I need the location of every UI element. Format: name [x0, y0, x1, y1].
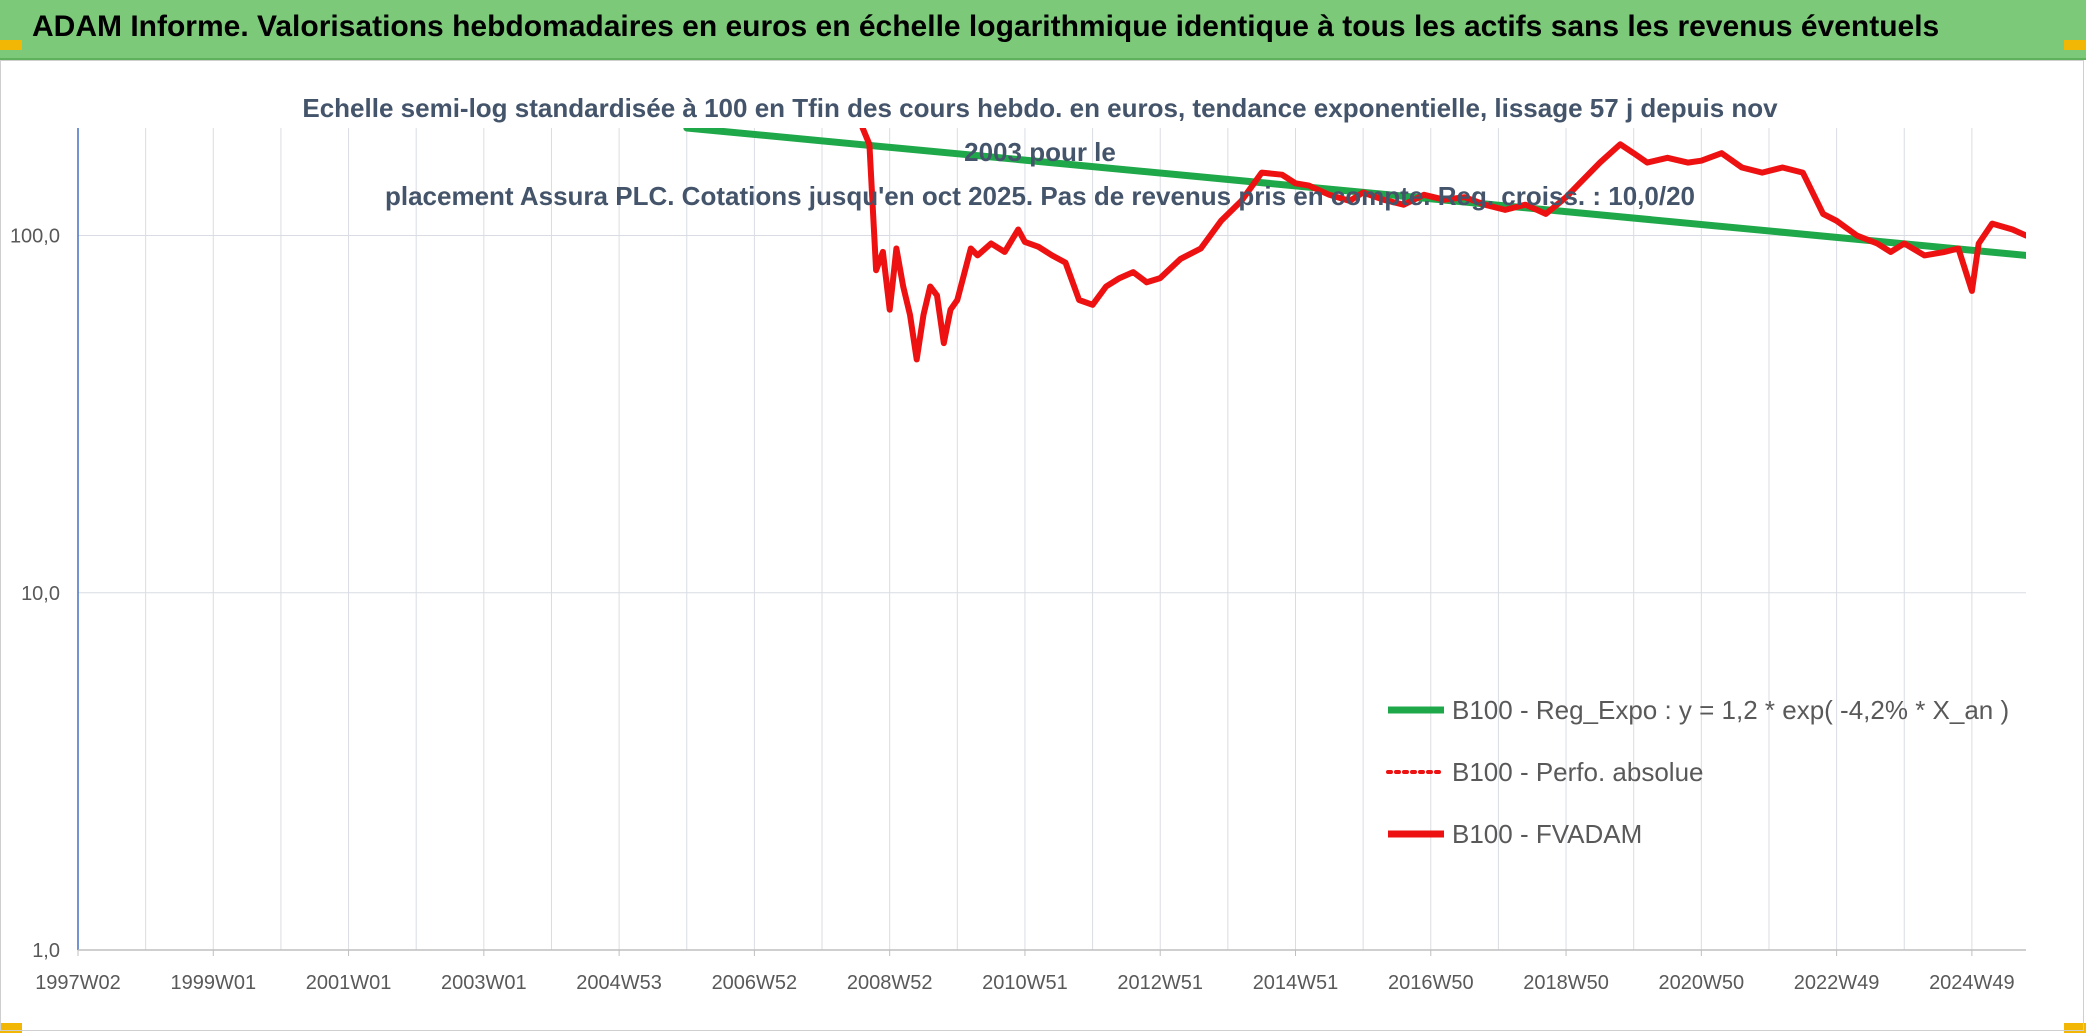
trend-line: [683, 128, 2026, 259]
chart-subtitle-line-1: Echelle semi-log standardisée à 100 en T…: [302, 93, 1778, 167]
y-tick-label: 10,0: [21, 583, 60, 605]
x-tick-label: 2008W52: [847, 972, 933, 994]
y-tick-label: 100,0: [10, 226, 60, 248]
chart-frame: [0, 60, 2084, 1031]
x-tick-label: 2024W49: [1929, 972, 2015, 994]
corner-marker-bottom-right: [2064, 1023, 2086, 1033]
corner-marker-top-left: [0, 40, 22, 50]
x-tick-label: 2022W49: [1794, 972, 1880, 994]
x-tick-label: 1999W01: [170, 972, 256, 994]
x-tick-label: 2001W01: [306, 972, 392, 994]
x-tick-label: 2006W52: [712, 972, 798, 994]
x-tick-label: 2016W50: [1388, 972, 1474, 994]
title-bar: ADAM Informe. Valorisations hebdomadaire…: [0, 0, 2086, 60]
x-tick-label: 2020W50: [1659, 972, 1745, 994]
y-tick-label: 1,0: [32, 940, 60, 962]
x-tick-label: 2018W50: [1523, 972, 1609, 994]
legend-label: B100 - Reg_Expo : y = 1,2 * exp( -4,2% *…: [1452, 695, 2009, 725]
x-tick-label: 2003W01: [441, 972, 527, 994]
x-tick-label: 2012W51: [1117, 972, 1203, 994]
x-tick-label: 1997W02: [35, 972, 121, 994]
corner-marker-top-right: [2064, 40, 2086, 50]
corner-marker-bottom-left: [0, 1023, 22, 1033]
page-title: ADAM Informe. Valorisations hebdomadaire…: [32, 10, 1940, 43]
chart-subtitle: Echelle semi-log standardisée à 100 en T…: [280, 86, 1800, 218]
price-line: [859, 128, 2026, 363]
legend-label: B100 - FVADAM: [1452, 819, 1642, 849]
chart-subtitle-line-2: placement Assura PLC. Cotations jusqu'en…: [384, 181, 1695, 211]
x-tick-label: 2004W53: [576, 972, 662, 994]
x-tick-label: 2014W51: [1253, 972, 1339, 994]
x-tick-label: 2010W51: [982, 972, 1068, 994]
legend-label: B100 - Perfo. absolue: [1452, 757, 1704, 787]
